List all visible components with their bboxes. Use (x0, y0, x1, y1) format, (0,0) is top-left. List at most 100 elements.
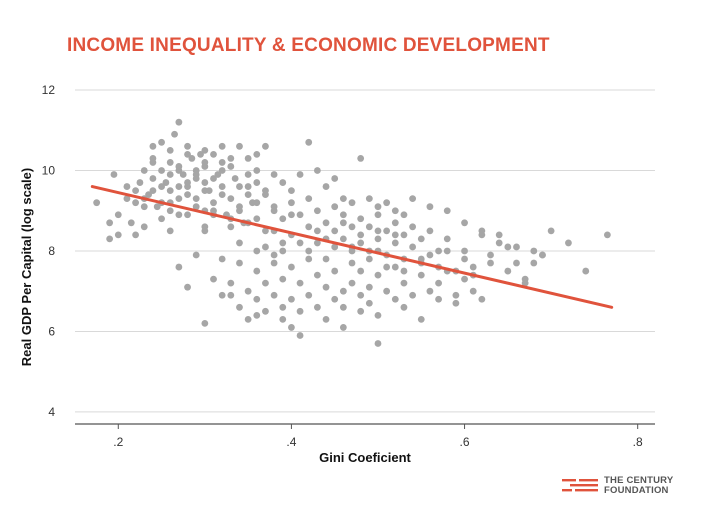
data-point (253, 267, 261, 275)
data-point (331, 243, 339, 251)
data-point (513, 259, 520, 267)
data-point (400, 211, 408, 219)
data-point (184, 142, 191, 150)
data-point (270, 259, 278, 267)
data-point (409, 243, 417, 251)
data-point (166, 171, 174, 178)
data-point (153, 203, 161, 211)
data-point (504, 267, 512, 275)
data-point (374, 235, 382, 243)
data-point (192, 171, 200, 178)
data-point (244, 287, 252, 295)
data-point (201, 319, 209, 327)
data-point (487, 251, 494, 259)
data-point (322, 315, 330, 323)
data-point (149, 159, 157, 166)
data-point (461, 255, 468, 263)
data-point (374, 311, 382, 319)
data-point (262, 142, 269, 150)
data-point (383, 227, 391, 235)
data-point (175, 163, 183, 170)
data-point (166, 227, 174, 235)
data-point (357, 307, 365, 315)
data-point (383, 287, 391, 295)
data-point (192, 195, 200, 203)
data-point (331, 267, 339, 275)
data-point (106, 219, 114, 227)
y-tick-label: 6 (48, 324, 55, 338)
data-point (140, 167, 148, 174)
data-point (365, 223, 373, 231)
data-point (296, 239, 304, 247)
data-point (339, 235, 347, 243)
data-point (391, 263, 399, 271)
data-point (236, 183, 243, 190)
data-point (504, 243, 512, 251)
chart-title: INCOME INEQUALITY & ECONOMIC DEVELOPMENT (67, 35, 550, 56)
data-point (469, 287, 477, 295)
data-point (357, 267, 365, 275)
data-point (279, 247, 287, 255)
data-point (192, 251, 200, 259)
data-point (231, 175, 239, 182)
data-point (227, 163, 235, 170)
data-point (487, 259, 494, 267)
data-point (374, 271, 382, 279)
data-point (400, 279, 408, 287)
grid: 4 6 8 10 12 (42, 83, 655, 419)
data-point (123, 195, 131, 203)
data-point (201, 223, 209, 231)
data-point (253, 247, 261, 255)
data-point (197, 150, 204, 158)
data-point (158, 183, 165, 190)
data-point (175, 195, 183, 203)
data-point (339, 324, 347, 331)
data-point (227, 291, 235, 299)
data-point (132, 231, 139, 239)
data-point (210, 207, 217, 215)
data-point (158, 167, 165, 174)
data-point (357, 231, 365, 239)
data-point (262, 307, 269, 315)
logo-mark-icon (562, 479, 598, 492)
data-point (244, 155, 252, 162)
data-point (166, 207, 174, 215)
data-point (166, 146, 174, 154)
data-point (149, 187, 157, 195)
data-point (365, 195, 373, 203)
data-point (201, 146, 209, 154)
data-point (322, 283, 330, 291)
scatter-points (93, 118, 611, 347)
data-point (140, 203, 148, 211)
data-point (539, 251, 546, 259)
data-point (331, 175, 339, 182)
data-point (123, 183, 131, 190)
data-point (391, 231, 399, 239)
data-point (313, 167, 321, 174)
data-point (244, 191, 252, 199)
data-point (132, 187, 139, 195)
y-tick-label: 10 (42, 163, 56, 177)
data-point (296, 211, 304, 219)
data-point (417, 315, 425, 323)
data-point (400, 231, 408, 239)
data-point (106, 235, 114, 243)
data-point (218, 291, 226, 299)
data-point (236, 303, 243, 311)
data-point (270, 171, 278, 178)
data-point (279, 239, 287, 247)
data-point (331, 203, 339, 211)
data-point (262, 227, 269, 235)
data-point (227, 155, 235, 162)
x-axis-title: Gini Coeficient (319, 450, 411, 465)
data-point (435, 247, 442, 255)
data-point (218, 183, 226, 190)
data-point (149, 142, 157, 150)
data-point (136, 179, 144, 186)
data-point (166, 159, 174, 166)
x-tick-label: .4 (286, 435, 296, 449)
data-point (435, 295, 442, 303)
data-point (227, 279, 235, 287)
data-point (149, 175, 157, 182)
data-point (565, 239, 572, 247)
